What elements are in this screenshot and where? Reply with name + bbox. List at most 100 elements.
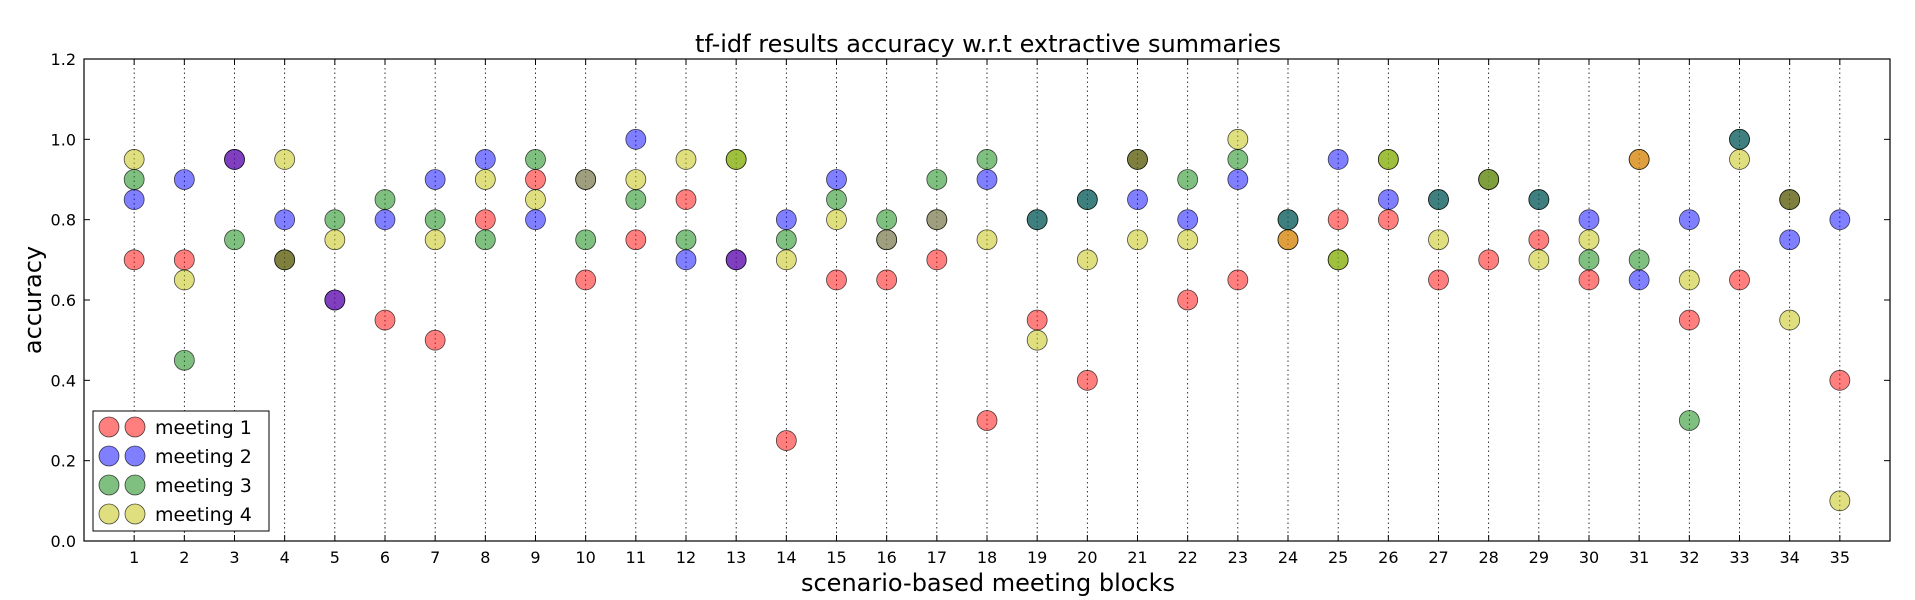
data-points xyxy=(123,128,1851,512)
x-tick-label: 26 xyxy=(1378,548,1398,567)
data-point-series-4 xyxy=(123,149,145,170)
data-point-series-2 xyxy=(625,128,647,150)
data-point-series-4 xyxy=(1026,329,1048,351)
data-point-series-2 xyxy=(826,169,847,190)
data-point-series-3 xyxy=(926,169,948,190)
data-point-series-3 xyxy=(525,149,546,170)
x-tick-label: 1 xyxy=(129,548,139,567)
x-tick-label: 5 xyxy=(330,548,340,567)
data-point-series-4 xyxy=(474,169,496,190)
data-point-series-1 xyxy=(1729,269,1750,291)
data-point-series-3 xyxy=(675,229,697,251)
y-axis-label: accuracy xyxy=(19,246,47,354)
data-point-series-2 xyxy=(1779,229,1801,251)
data-point-series-4 xyxy=(324,229,346,251)
data-point-series-2 xyxy=(725,249,747,271)
data-point-series-4 xyxy=(1628,149,1650,170)
data-point-series-1 xyxy=(1678,309,1700,331)
y-tick-label: 0.4 xyxy=(51,371,76,390)
data-point-series-1 xyxy=(1829,369,1851,391)
data-point-series-3 xyxy=(424,209,446,231)
data-point-series-4 xyxy=(1428,229,1449,251)
x-tick-label: 15 xyxy=(826,548,846,567)
legend: meeting 1 meeting 2 meeting 3 meeting 4 xyxy=(92,410,270,532)
data-point-series-3 xyxy=(1277,209,1299,231)
data-point-series-2 xyxy=(324,289,346,311)
data-point-series-2 xyxy=(1327,149,1349,170)
data-point-series-3 xyxy=(1076,189,1098,210)
legend-marker xyxy=(124,503,146,525)
data-point-series-4 xyxy=(1829,490,1851,512)
data-point-series-3 xyxy=(775,229,797,251)
x-tick-label: 22 xyxy=(1177,548,1197,567)
data-point-series-2 xyxy=(1127,189,1148,210)
x-tick-label: 17 xyxy=(927,548,947,567)
data-point-series-4 xyxy=(1327,249,1349,271)
data-point-series-1 xyxy=(1327,209,1349,231)
data-point-series-2 xyxy=(474,149,496,170)
data-point-series-4 xyxy=(575,169,597,190)
x-tick-label: 28 xyxy=(1478,548,1498,567)
data-point-series-4 xyxy=(926,209,948,231)
data-point-series-4 xyxy=(274,149,296,170)
x-tick-label: 30 xyxy=(1579,548,1599,567)
data-point-series-2 xyxy=(675,249,697,271)
x-tick-label: 2 xyxy=(179,548,189,567)
data-point-series-1 xyxy=(1428,269,1449,291)
data-point-series-1 xyxy=(926,249,948,271)
data-point-series-4 xyxy=(625,169,647,190)
data-point-series-4 xyxy=(1227,128,1249,150)
legend-entry-label: meeting 2 xyxy=(155,446,252,468)
y-tick-label: 0.8 xyxy=(51,211,76,230)
data-point-series-2 xyxy=(1227,169,1249,190)
legend-entry-label: meeting 3 xyxy=(155,475,252,497)
x-tick-label: 21 xyxy=(1127,548,1147,567)
data-point-series-3 xyxy=(1026,209,1048,231)
x-tick-label: 4 xyxy=(280,548,290,567)
x-tick-label: 6 xyxy=(380,548,390,567)
legend-marker xyxy=(98,474,120,496)
data-point-series-3 xyxy=(374,189,396,210)
data-point-series-3 xyxy=(1678,410,1700,431)
x-tick-label: 14 xyxy=(776,548,796,567)
x-tick-label: 8 xyxy=(480,548,490,567)
data-point-series-1 xyxy=(173,249,195,271)
data-point-series-4 xyxy=(525,189,546,210)
x-tick-label: 25 xyxy=(1328,548,1348,567)
y-tick-label: 0.0 xyxy=(51,532,76,551)
data-point-series-1 xyxy=(976,410,998,431)
data-point-series-2 xyxy=(976,169,998,190)
legend-marker xyxy=(98,416,120,438)
y-tick-label: 0.2 xyxy=(51,452,76,471)
data-point-series-3 xyxy=(1227,149,1249,170)
data-point-series-1 xyxy=(374,309,396,331)
data-point-series-1 xyxy=(575,269,597,291)
data-point-series-2 xyxy=(1628,269,1650,291)
data-point-series-4 xyxy=(976,229,998,251)
data-point-series-1 xyxy=(1227,269,1249,291)
data-point-series-3 xyxy=(1127,149,1148,170)
data-point-series-4 xyxy=(725,149,747,170)
legend-marker xyxy=(98,503,120,525)
data-point-series-2 xyxy=(1578,209,1600,231)
x-tick-label: 34 xyxy=(1779,548,1799,567)
data-point-series-3 xyxy=(474,229,496,251)
data-point-series-4 xyxy=(876,229,898,251)
legend-marker xyxy=(124,416,146,438)
data-point-series-3 xyxy=(826,189,847,210)
data-point-series-2 xyxy=(123,189,145,210)
legend-entry-label: meeting 1 xyxy=(155,417,252,439)
data-point-series-1 xyxy=(1528,229,1550,251)
x-tick-label: 9 xyxy=(530,548,540,567)
data-point-series-4 xyxy=(1277,229,1299,251)
data-point-series-2 xyxy=(1829,209,1851,231)
data-point-series-2 xyxy=(525,209,546,231)
data-point-series-1 xyxy=(1026,309,1048,331)
x-tick-label: 11 xyxy=(626,548,646,567)
x-tick-label: 27 xyxy=(1428,548,1448,567)
data-point-series-1 xyxy=(1177,289,1199,311)
x-tick-label: 20 xyxy=(1077,548,1097,567)
x-tick-label: 31 xyxy=(1629,548,1649,567)
data-point-series-1 xyxy=(775,430,797,451)
data-point-series-4 xyxy=(775,249,797,271)
